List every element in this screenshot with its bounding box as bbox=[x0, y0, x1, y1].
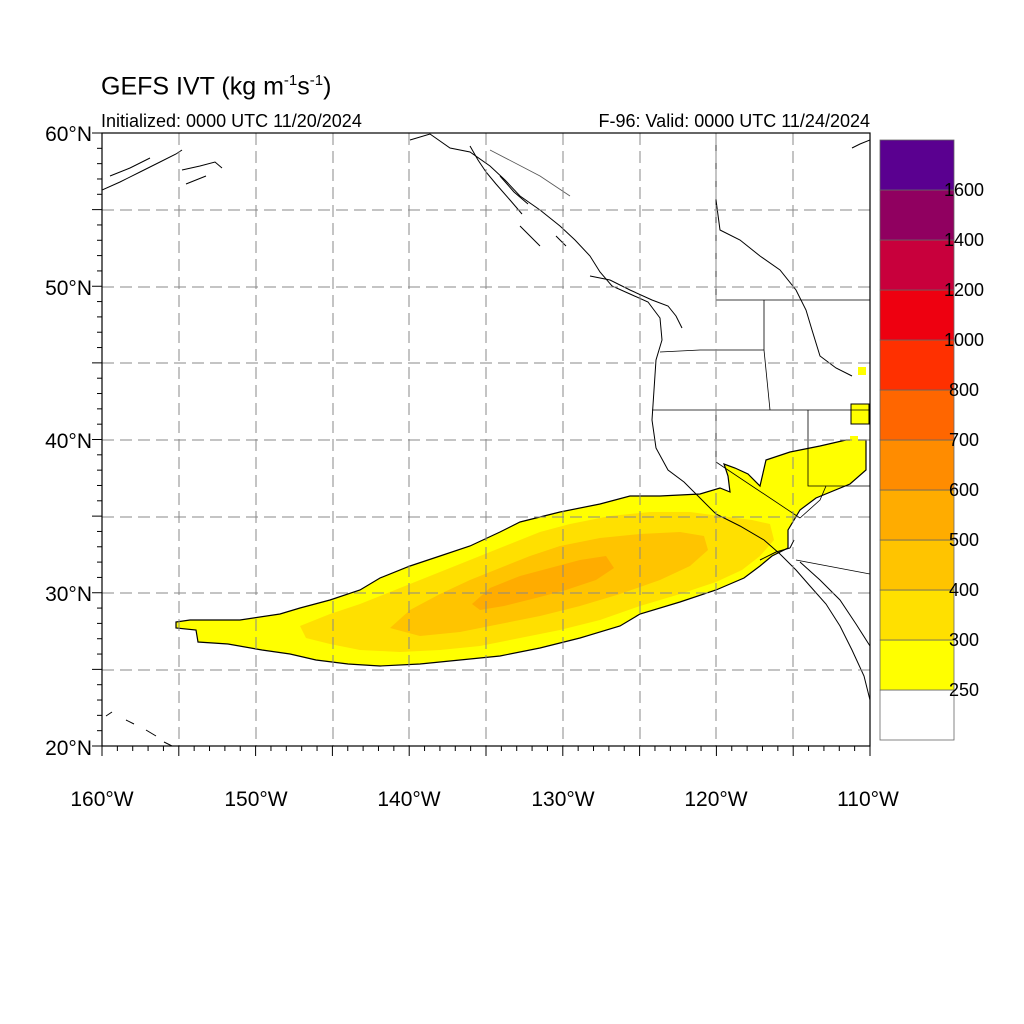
colorbar-label: 250 bbox=[949, 680, 979, 700]
colorbar-label: 1200 bbox=[944, 280, 984, 300]
colorbar-label: 600 bbox=[949, 480, 979, 500]
colorbar-swatch bbox=[879, 439, 955, 491]
lat-labels: 60°N 50°N 40°N 30°N 20°N bbox=[45, 123, 92, 760]
map-title: GEFS IVT (kg m-1s-1) bbox=[101, 72, 332, 101]
colorbar-swatch bbox=[879, 489, 955, 541]
colorbar-label: 400 bbox=[949, 580, 979, 600]
colorbar-label: 500 bbox=[949, 530, 979, 550]
colorbar-swatch bbox=[879, 339, 955, 391]
valid-time: F-96: Valid: 0000 UTC 11/24/2024 bbox=[598, 111, 871, 131]
initialized-time: Initialized: 0000 UTC 11/20/2024 bbox=[101, 111, 362, 131]
ivt-shading bbox=[175, 367, 870, 667]
lat-label: 60°N bbox=[45, 123, 92, 146]
lon-label: 140°W bbox=[377, 788, 440, 811]
colorbar-swatch bbox=[879, 289, 955, 341]
ivt-blob-2 bbox=[850, 403, 870, 425]
colorbar-label: 1600 bbox=[944, 180, 984, 200]
colorbar-swatch bbox=[879, 539, 955, 591]
colorbar-swatch bbox=[879, 689, 955, 741]
ivt-blob-3 bbox=[850, 436, 858, 444]
graticule bbox=[102, 133, 870, 746]
colorbar: 250 300 400 500 600 700 800 1000 1200 1400 1600 bbox=[879, 139, 984, 741]
colorbar-swatch bbox=[879, 589, 955, 641]
lon-label: 110°W bbox=[837, 788, 899, 811]
colorbar-swatch bbox=[879, 239, 955, 291]
colorbar-label: 800 bbox=[949, 380, 979, 400]
lat-label: 50°N bbox=[45, 277, 92, 300]
lon-label: 120°W bbox=[684, 788, 747, 811]
colorbar-swatch bbox=[879, 189, 955, 241]
colorbar-label: 1000 bbox=[944, 330, 984, 350]
lon-label: 150°W bbox=[224, 788, 287, 811]
ivt-500-region bbox=[472, 556, 614, 610]
colorbar-label: 700 bbox=[949, 430, 979, 450]
colorbar-swatch bbox=[879, 139, 955, 191]
lat-label: 20°N bbox=[45, 737, 92, 760]
lon-label: 130°W bbox=[531, 788, 594, 811]
ivt-blob-1 bbox=[858, 367, 866, 375]
lat-label: 30°N bbox=[45, 583, 92, 606]
coastlines bbox=[102, 133, 870, 746]
colorbar-swatch bbox=[879, 389, 955, 441]
lon-labels: 160°W 150°W 140°W 130°W 120°W 110°W bbox=[70, 788, 899, 811]
country-borders bbox=[489, 149, 571, 197]
lon-label: 160°W bbox=[70, 788, 133, 811]
lat-label: 40°N bbox=[45, 430, 92, 453]
colorbar-swatch bbox=[879, 639, 955, 691]
colorbar-label: 300 bbox=[949, 630, 979, 650]
colorbar-label: 1400 bbox=[944, 230, 984, 250]
axis-ticks bbox=[92, 132, 871, 756]
